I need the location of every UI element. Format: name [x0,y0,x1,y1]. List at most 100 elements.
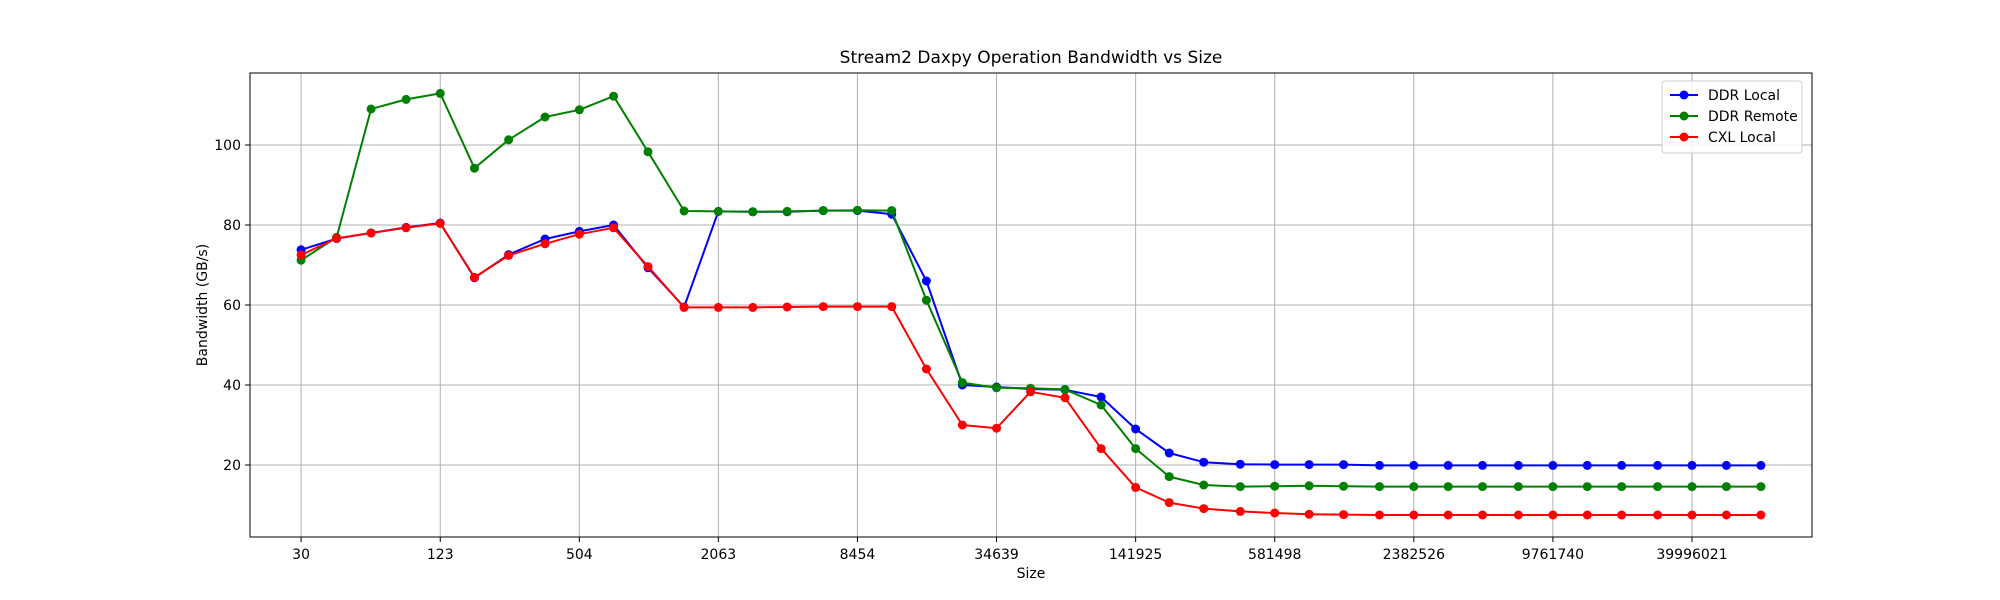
x-tick-label: 8454 [840,547,876,563]
legend-item: DDR Local [1670,88,1780,104]
x-tick-label: 123 [427,547,454,563]
chart-title: Stream2 Daxpy Operation Bandwidth vs Siz… [840,48,1223,68]
data-point [1304,460,1314,470]
data-point [1235,459,1245,469]
x-tick-label: 504 [566,547,593,563]
data-point [1374,482,1384,492]
legend-marker [1679,132,1689,142]
data-point [1582,460,1592,470]
x-tick-label: 2382526 [1383,547,1445,563]
y-axis-label: Bandwidth (GB/s) [195,244,211,366]
data-point [748,207,758,217]
data-point [921,364,931,374]
data-point [1478,510,1488,520]
data-point [366,104,376,114]
data-point [1409,460,1419,470]
data-point [957,420,967,430]
legend: DDR Local DDR Remote CXL Local [1661,80,1803,154]
y-tick-label: 40 [223,378,241,394]
data-point [1060,384,1070,394]
legend-item: DDR Remote [1670,109,1798,125]
data-point [1617,510,1627,520]
data-point [1548,510,1558,520]
data-point [748,302,758,312]
data-point [332,233,342,243]
y-axis-ticks: 20 40 60 80 100 [214,138,250,474]
data-point [1096,444,1106,454]
x-tick-label: 9761740 [1522,547,1584,563]
data-point [1339,510,1349,520]
data-point [401,94,411,104]
data-point [366,228,376,238]
data-point [1096,392,1106,402]
data-point [1478,482,1488,492]
legend-marker [1679,111,1689,121]
data-point [1339,460,1349,470]
data-point [1721,460,1731,470]
data-point [1199,504,1209,514]
data-point [540,239,550,249]
x-axis-label: Size [1017,566,1046,582]
data-point [609,91,619,101]
grid [250,73,1812,537]
legend-item: CXL Local [1670,130,1776,146]
data-point [1131,444,1141,454]
y-tick-label: 20 [223,458,241,474]
data-point [1131,482,1141,492]
data-point [713,206,723,216]
data-point [921,276,931,286]
data-point [1653,482,1663,492]
data-point [992,383,1002,393]
data-point [957,378,967,388]
data-point [574,105,584,115]
data-point [1409,510,1419,520]
data-point [643,262,653,272]
data-point [504,250,514,260]
data-point [713,302,723,312]
data-point [1270,508,1280,518]
data-point [1582,510,1592,520]
data-point [782,206,792,216]
data-point [818,206,828,216]
data-point [469,163,479,173]
data-point [1653,460,1663,470]
data-point [1617,482,1627,492]
data-point [1270,481,1280,491]
data-point [1304,509,1314,519]
data-point [782,302,792,312]
data-point [609,223,619,233]
x-tick-label: 141925 [1109,547,1162,563]
x-tick-label: 30 [292,547,310,563]
data-point [1409,482,1419,492]
data-point [1548,460,1558,470]
legend-label: CXL Local [1708,130,1776,146]
data-point [1164,498,1174,508]
data-point [540,112,550,122]
data-point [1653,510,1663,520]
data-point [1721,510,1731,520]
x-tick-label: 581498 [1248,547,1301,563]
series-2 [296,218,1766,520]
data-point [1164,472,1174,482]
series-group [296,88,1766,520]
data-point [887,206,897,216]
data-point [435,88,445,98]
data-point [1617,460,1627,470]
data-point [1756,460,1766,470]
x-axis-ticks: 30 123 504 2063 8454 34639 141925 581498 2382526… [292,537,1728,563]
data-point [401,223,411,233]
data-point [887,302,897,312]
data-point [852,302,862,312]
data-point [435,218,445,228]
data-point [574,229,584,239]
data-point [643,147,653,157]
data-point [1513,510,1523,520]
data-point [1304,481,1314,491]
data-point [1687,510,1697,520]
data-point [1756,510,1766,520]
y-tick-label: 100 [214,138,241,154]
x-tick-label: 2063 [701,547,737,563]
data-point [1164,448,1174,458]
